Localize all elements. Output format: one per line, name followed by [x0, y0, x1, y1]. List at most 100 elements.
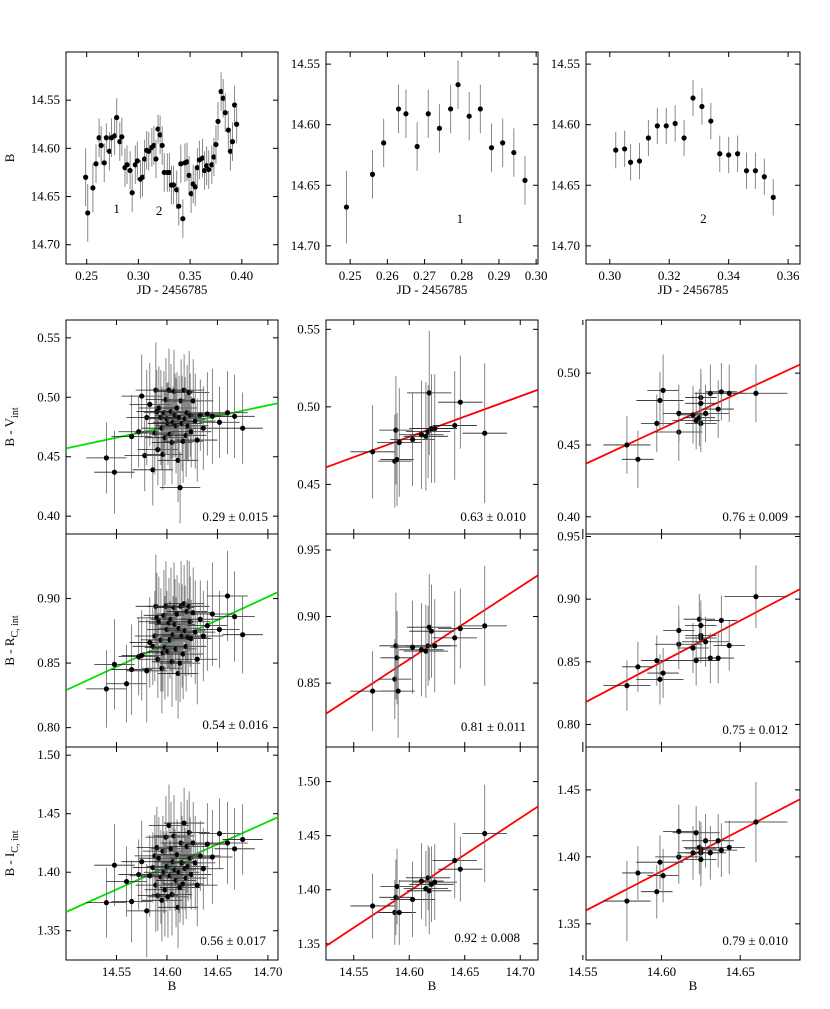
data-point	[139, 393, 145, 399]
y-axis-label-subscript: int	[10, 407, 21, 418]
y-tick-label: 14.60	[291, 117, 320, 132]
data-point	[178, 161, 184, 167]
data-point	[624, 683, 630, 689]
x-tick-label: 14.55	[568, 964, 597, 979]
data-point	[482, 830, 488, 837]
data-point	[426, 624, 432, 630]
data-point	[436, 125, 443, 131]
panel-bi-flare1: 14.55 14.60 14.65 14.70 1.35 1.40 1.45 1.50 B 0.9…	[297, 746, 539, 993]
data-point	[672, 120, 678, 127]
data-point	[150, 467, 156, 473]
slope-label: 0.56 ± 0.017	[200, 933, 266, 948]
data-series	[66, 342, 278, 524]
data-point	[123, 878, 130, 885]
data-point	[211, 154, 217, 160]
data-point	[153, 156, 159, 162]
x-axis-label: JD - 2456785	[397, 282, 468, 297]
data-point	[194, 437, 200, 443]
y-tick-label: 0.45	[297, 476, 320, 491]
data-point	[166, 169, 173, 176]
data-point	[409, 436, 416, 443]
data-point	[192, 860, 198, 866]
y-tick-label: 1.35	[557, 916, 580, 931]
data-point	[106, 148, 113, 154]
data-point	[654, 889, 660, 895]
y-tick-label: 0.95	[297, 542, 320, 557]
slope-label: 0.92 ± 0.008	[454, 930, 520, 945]
data-point	[177, 485, 183, 491]
data-point	[129, 666, 135, 673]
data-point	[155, 446, 161, 453]
data-point	[693, 830, 699, 836]
data-point	[103, 686, 109, 692]
data-point	[119, 134, 125, 140]
data-series	[343, 60, 528, 244]
data-point	[734, 151, 741, 157]
data-point	[222, 110, 228, 116]
data-point	[409, 644, 416, 650]
data-point	[624, 898, 630, 904]
y-axis-label: B	[2, 153, 17, 162]
data-point	[168, 846, 174, 852]
x-axis-label: JD - 2456785	[658, 282, 729, 297]
data-point	[707, 850, 713, 856]
data-point	[702, 639, 709, 645]
data-point	[240, 836, 246, 843]
data-point	[159, 142, 165, 149]
y-tick-label: 1.40	[37, 864, 60, 879]
y-tick-label: 0.85	[557, 654, 580, 669]
y-tick-label: 0.90	[557, 591, 580, 606]
data-point	[432, 425, 438, 432]
y-tick-label: 0.50	[297, 399, 320, 414]
data-point	[690, 645, 696, 651]
data-point	[622, 146, 628, 152]
data-point	[111, 469, 118, 475]
data-point	[452, 635, 458, 641]
data-point	[180, 651, 186, 657]
y-tick-label: 1.45	[297, 828, 320, 843]
data-point	[93, 161, 99, 167]
data-point	[396, 439, 402, 446]
data-point	[169, 659, 175, 665]
x-tick-label: 14.55	[102, 964, 131, 979]
data-point	[215, 118, 221, 124]
data-point	[370, 449, 376, 455]
y-tick-label: 0.50	[557, 365, 580, 380]
data-point	[144, 668, 150, 674]
data-point	[457, 399, 463, 405]
data-point	[117, 139, 123, 145]
data-point	[206, 166, 212, 173]
data-point	[186, 389, 192, 396]
data-point	[343, 204, 350, 210]
data-point	[134, 158, 140, 164]
x-tick-label: 0.35	[179, 268, 202, 283]
panel-frame	[585, 746, 801, 961]
data-point	[194, 165, 200, 171]
data-point	[216, 831, 223, 837]
y-tick-label: 0.55	[37, 330, 60, 345]
y-tick-label: 14.65	[31, 189, 60, 204]
data-point	[395, 106, 402, 112]
data-point	[414, 143, 420, 150]
x-tick-label: 14.60	[395, 964, 424, 979]
data-point	[635, 456, 641, 462]
x-tick-label: 14.70	[506, 964, 535, 979]
data-point	[129, 190, 135, 196]
data-point	[370, 688, 376, 694]
data-point	[85, 210, 91, 216]
data-point	[147, 639, 153, 646]
y-tick-label: 1.40	[557, 849, 580, 864]
data-point	[426, 390, 432, 396]
data-point	[201, 167, 208, 174]
x-tick-label: 14.70	[253, 964, 282, 979]
data-point	[174, 405, 180, 411]
data-point	[698, 856, 704, 863]
y-tick-label: 14.55	[291, 56, 320, 71]
fit-line	[326, 805, 538, 947]
data-point	[194, 656, 200, 662]
data-point	[204, 411, 210, 417]
data-point	[184, 159, 190, 165]
data-point	[98, 142, 104, 149]
data-point	[660, 387, 666, 393]
data-point	[90, 185, 96, 191]
